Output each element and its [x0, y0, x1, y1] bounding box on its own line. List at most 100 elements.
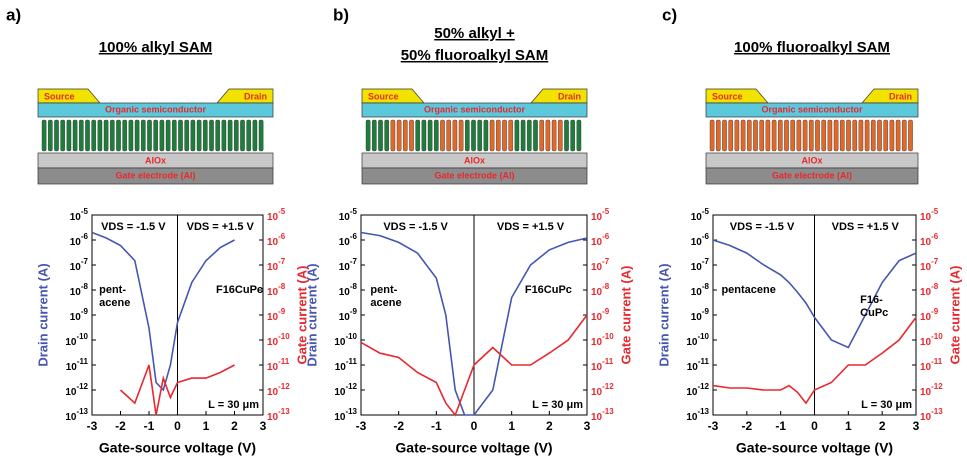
sam-molecule — [840, 119, 845, 152]
y-tick-label: 10-10 — [65, 332, 88, 348]
drain-label: Drain — [889, 91, 912, 101]
panel-label: c) — [662, 5, 677, 24]
sam-molecule — [908, 119, 913, 152]
y-tick-label: 10-5 — [70, 207, 89, 223]
source-label: Source — [44, 91, 75, 101]
y-tick-label: 10-7 — [70, 257, 89, 273]
sam-molecule — [215, 119, 221, 152]
x-axis-label: Gate-source voltage (V) — [395, 440, 552, 456]
dielectric-label: AlOx — [801, 155, 822, 165]
x-tick-label: 1 — [845, 419, 852, 433]
sam-molecule — [502, 119, 507, 152]
sam-molecule — [403, 119, 408, 152]
y2-tick-label: 10-7 — [591, 257, 610, 273]
semiconductor-label: Organic semiconductor — [761, 104, 863, 114]
sam-molecule — [902, 119, 907, 152]
x-tick-label: 3 — [260, 419, 267, 433]
x-tick-label: -1 — [775, 419, 786, 433]
sam-molecule — [140, 119, 146, 152]
sam-molecule — [427, 119, 433, 152]
drain-current-line — [360, 231, 588, 416]
sam-molecule — [128, 119, 134, 152]
gate-current-line — [119, 364, 235, 416]
source-label: Source — [712, 91, 743, 101]
sam-molecule — [116, 119, 121, 152]
gate-layer — [37, 167, 274, 185]
sam-molecule — [576, 119, 582, 152]
y-tick-label: 10-13 — [334, 407, 357, 423]
gate-label: Gate electrode (Al) — [434, 170, 514, 180]
y2-tick-label: 10-8 — [591, 282, 610, 298]
semiconductor-layer — [705, 102, 919, 118]
y-tick-label: 10-7 — [339, 257, 358, 273]
y2-tick-label: 10-13 — [920, 407, 943, 423]
sam-molecule — [465, 119, 470, 152]
sam-molecule — [740, 119, 746, 152]
x-tick-label: -2 — [393, 419, 404, 433]
sam-molecule — [846, 119, 851, 152]
y-tick-label: 10-8 — [70, 282, 89, 298]
panel-title: 100% fluoroalkyl SAM — [734, 39, 890, 56]
y-tick-label: 10-9 — [70, 307, 89, 323]
sam-molecule — [809, 119, 814, 152]
y2-tick-label: 10-5 — [591, 207, 610, 223]
sam-molecule — [852, 119, 857, 152]
sam-molecule — [784, 119, 789, 152]
sam-molecule — [54, 119, 59, 152]
sam-molecule — [821, 119, 826, 152]
sam-molecule — [134, 119, 140, 152]
panel-label: a) — [6, 5, 21, 24]
sam-molecule — [190, 119, 196, 152]
sam-molecule — [564, 119, 569, 152]
vds-label: VDS = -1.5 V — [383, 221, 448, 233]
y-axis-label: Drain current (A) — [656, 263, 671, 366]
sam-molecule — [790, 119, 795, 152]
y-tick-label: 10-12 — [334, 382, 357, 398]
y2-tick-label: 10-6 — [591, 232, 610, 248]
x-tick-label: -3 — [708, 419, 719, 433]
sam-molecule — [72, 119, 78, 152]
sam-molecule — [871, 119, 876, 152]
semiconductor-label: Organic semiconductor — [424, 104, 526, 114]
sam-molecule — [221, 119, 227, 152]
sam-molecule — [477, 119, 483, 152]
y2-tick-label: 10-6 — [267, 232, 286, 248]
panel-title: 100% alkyl SAM — [99, 39, 212, 56]
sam-molecule — [109, 119, 115, 152]
sam-molecule — [178, 119, 183, 152]
drain-current-line — [91, 231, 235, 392]
semiconductor-label: Organic semiconductor — [105, 104, 207, 114]
gate-label: Gate electrode (Al) — [115, 170, 195, 180]
y-tick-label: 10-10 — [686, 332, 709, 348]
vds-label: VDS = +1.5 V — [187, 221, 255, 233]
material-label: pent- — [370, 284, 397, 296]
sam-molecule — [165, 119, 171, 152]
sam-molecule — [858, 119, 864, 152]
x-tick-label: 2 — [546, 419, 553, 433]
sam-molecule — [827, 119, 833, 152]
sam-molecule — [202, 119, 208, 152]
gate-layer — [361, 167, 588, 185]
y2-tick-label: 10-9 — [920, 307, 939, 323]
y-tick-label: 10-6 — [70, 232, 89, 248]
sam-molecule — [48, 119, 53, 152]
y2-tick-label: 10-7 — [267, 257, 286, 273]
y2-tick-label: 10-7 — [920, 257, 939, 273]
vds-label: VDS = +1.5 V — [497, 221, 565, 233]
y-tick-label: 10-13 — [65, 407, 88, 423]
sam-molecule — [833, 119, 839, 152]
panel-label: b) — [333, 5, 349, 24]
y2-tick-label: 10-10 — [591, 332, 614, 348]
sam-molecule — [765, 119, 771, 152]
sam-molecule — [883, 119, 888, 152]
sam-molecule — [709, 119, 715, 152]
sam-molecule — [471, 119, 476, 152]
sam-molecule — [85, 119, 90, 152]
sam-molecule — [147, 119, 152, 152]
drain-label: Drain — [244, 91, 267, 101]
x-tick-label: 3 — [913, 419, 920, 433]
sam-molecule — [889, 119, 895, 152]
sam-molecule — [533, 119, 538, 152]
y2-tick-label: 10-9 — [267, 307, 286, 323]
sam-molecule — [778, 119, 783, 152]
